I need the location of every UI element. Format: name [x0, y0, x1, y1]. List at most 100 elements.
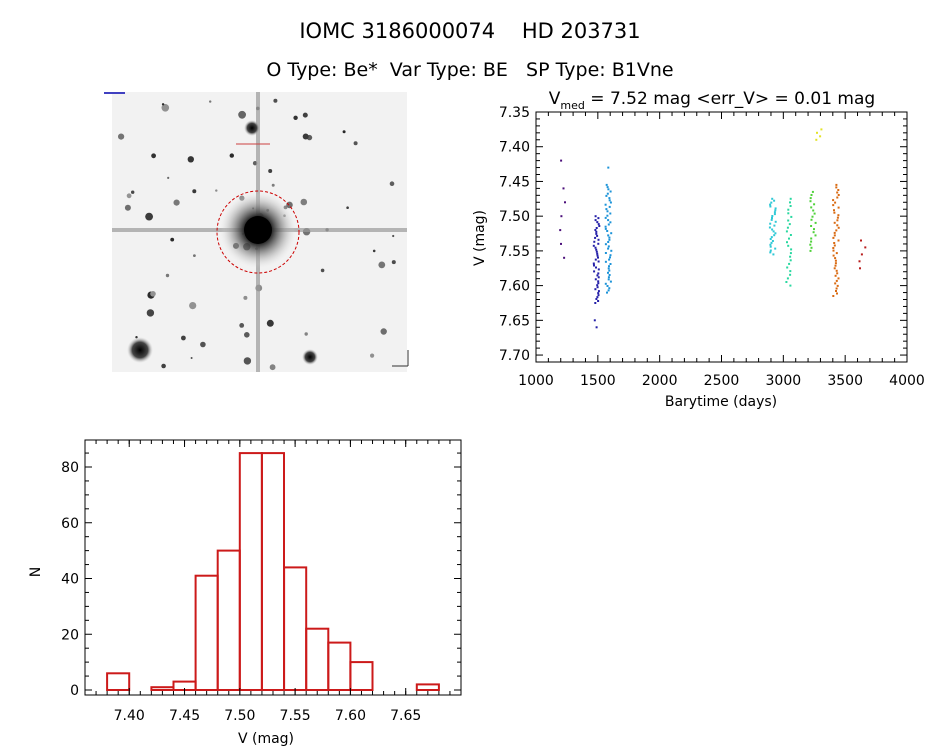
y-tick-label: 7.50	[499, 209, 530, 225]
data-point	[837, 277, 840, 280]
field-star	[302, 133, 309, 140]
field-star	[372, 249, 376, 253]
hist-y-tick-label: 60	[61, 516, 79, 532]
light-curve-plot: Vmed = 7.52 mag <err_V> = 0.01 mag 1000 1…	[472, 89, 925, 410]
data-point	[604, 203, 607, 206]
data-point	[595, 298, 598, 300]
field-star	[269, 364, 276, 371]
data-point	[609, 256, 611, 259]
data-point	[834, 257, 837, 260]
field-star	[300, 198, 308, 206]
histogram-bar	[216, 549, 241, 691]
data-point	[832, 204, 835, 207]
data-point	[769, 251, 772, 254]
data-point	[608, 287, 611, 290]
data-point	[835, 186, 838, 189]
data-point	[559, 229, 562, 232]
aperture-circle	[216, 190, 300, 274]
data-point	[835, 252, 838, 255]
data-point	[596, 221, 599, 224]
data-point	[606, 285, 609, 287]
data-point	[785, 281, 788, 283]
data-point	[597, 242, 600, 245]
data-point	[773, 224, 776, 227]
data-point	[608, 265, 610, 268]
data-point	[789, 273, 792, 276]
field-star	[165, 273, 170, 278]
light-curve-points	[559, 128, 867, 329]
data-point	[606, 210, 609, 213]
light-curve-ticks: 1000 1500 2000 2500 3000 3500 4000 7.35 7.40 7.45…	[499, 105, 925, 389]
data-point	[770, 236, 773, 239]
data-point	[789, 259, 792, 262]
data-point	[834, 259, 837, 262]
data-point	[837, 194, 840, 196]
data-point	[594, 229, 597, 231]
data-point	[819, 135, 822, 138]
y-tick-label: 7.65	[499, 313, 530, 329]
data-point	[596, 296, 599, 299]
field-star	[391, 260, 396, 265]
data-point	[836, 191, 839, 194]
background-stars	[118, 98, 396, 371]
data-point	[596, 234, 599, 237]
data-point	[608, 236, 611, 239]
field-star	[118, 133, 125, 140]
x-tick-label: 1000	[518, 373, 554, 389]
data-point	[834, 264, 837, 267]
histogram-bars	[106, 452, 440, 692]
hist-y-tick-label: 40	[61, 572, 79, 588]
field-star	[380, 328, 387, 335]
data-point	[771, 240, 774, 242]
data-point	[785, 230, 788, 233]
field-star	[239, 323, 245, 328]
data-point	[812, 231, 815, 234]
data-point	[595, 232, 598, 235]
field-star	[170, 237, 175, 242]
field-star	[173, 199, 180, 206]
data-point	[597, 280, 600, 283]
field-star	[126, 193, 132, 199]
data-point	[833, 242, 836, 244]
data-point	[815, 138, 818, 141]
data-point	[832, 249, 835, 252]
field-star	[271, 183, 275, 187]
data-point	[774, 247, 777, 250]
y-tick-label: 7.60	[499, 279, 530, 295]
field-star	[229, 153, 234, 158]
histogram-bar	[238, 452, 263, 691]
data-point	[788, 223, 791, 226]
data-point	[597, 268, 600, 271]
data-point	[594, 219, 597, 222]
data-point	[604, 227, 607, 230]
data-point	[605, 194, 608, 197]
field-star	[181, 335, 186, 341]
data-point	[771, 197, 774, 200]
data-point	[597, 272, 600, 275]
data-point	[809, 243, 812, 246]
data-point	[837, 226, 840, 229]
data-point	[595, 326, 598, 329]
target-star-core	[244, 216, 272, 244]
data-point	[564, 201, 566, 204]
data-point	[604, 225, 607, 228]
data-point	[789, 255, 792, 258]
data-point	[608, 238, 611, 241]
data-point	[864, 246, 867, 249]
data-point	[597, 292, 600, 295]
data-point	[592, 262, 595, 265]
data-point	[607, 278, 610, 281]
data-point	[609, 254, 612, 257]
data-point	[836, 284, 839, 287]
data-point	[607, 166, 610, 169]
field-star	[192, 189, 197, 194]
data-point	[605, 208, 608, 211]
data-point	[597, 294, 600, 297]
light-curve-title: Vmed = 7.52 mag <err_V> = 0.01 mag	[549, 89, 875, 112]
histogram-bar	[349, 661, 374, 691]
data-point	[606, 214, 609, 217]
data-point	[609, 221, 612, 224]
field-star	[150, 291, 156, 297]
data-point	[860, 239, 862, 242]
data-point	[560, 159, 563, 162]
